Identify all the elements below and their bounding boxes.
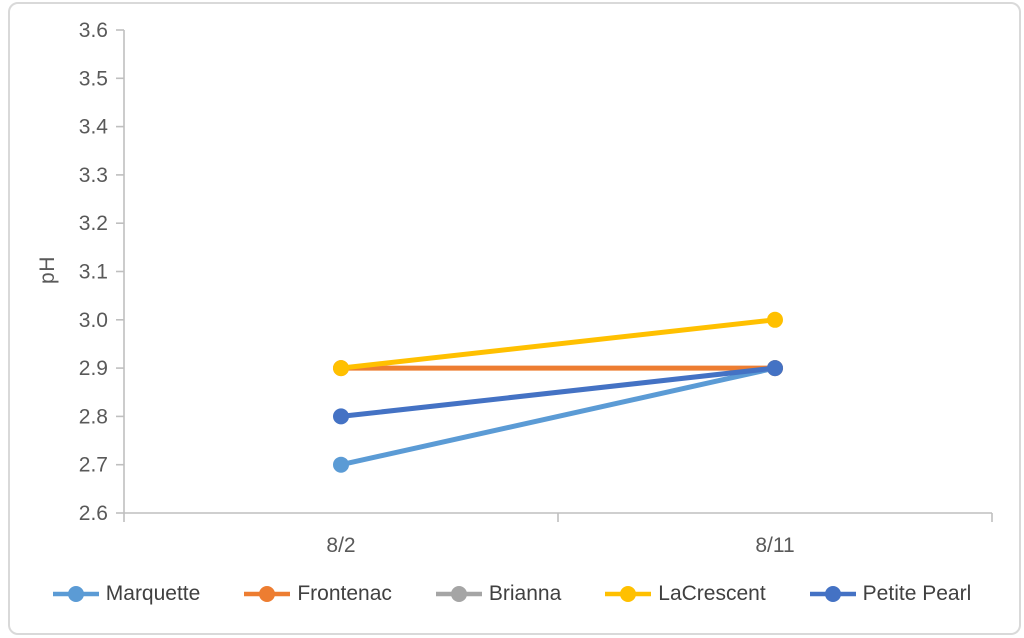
y-axis-tick-label: 3.5: [79, 67, 108, 90]
data-point-marquette-0: [333, 456, 349, 473]
legend-label-marquette: Marquette: [105, 582, 201, 605]
chart-legend: Marquette Frontenac Brianna LaCrescent Petit…: [0, 582, 1024, 606]
x-axis-label-8-11: 8/11: [755, 534, 794, 557]
data-point-petite-pearl-0: [333, 408, 349, 425]
legend-marker-brianna: [435, 586, 482, 602]
legend-item-frontenac: Frontenac: [244, 582, 392, 606]
y-axis-tick-label: 2.9: [79, 357, 108, 380]
legend-label-brianna: Brianna: [488, 582, 562, 605]
series-line-petite-pearl: [338, 365, 778, 419]
series-line-marquette: [338, 365, 778, 468]
data-point-lacrescent-1: [767, 311, 783, 328]
legend-item-lacrescent: LaCrescent: [605, 582, 766, 606]
y-axis-tick-label: 2.8: [79, 405, 108, 428]
y-axis-tick-label: 3.1: [79, 261, 108, 284]
legend-marker-marquette: [52, 586, 99, 602]
y-axis-tick-label: 2.7: [79, 454, 108, 477]
x-axis-label-8-2: 8/2: [326, 534, 355, 557]
y-axis-tick-label: 3.0: [79, 309, 108, 332]
y-axis-title: pH: [36, 256, 59, 284]
series-line-lacrescent: [338, 317, 778, 371]
y-axis-tick-label: 3.4: [79, 116, 109, 139]
legend-marker-lacrescent: [605, 586, 652, 602]
legend-item-petite-pearl: Petite Pearl: [809, 582, 972, 606]
legend-item-marquette: Marquette: [52, 582, 201, 606]
data-point-lacrescent-0: [333, 360, 349, 377]
legend-item-brianna: Brianna: [435, 582, 562, 606]
legend-label-lacrescent: LaCrescent: [658, 582, 766, 605]
legend-marker-petite-pearl: [809, 586, 856, 602]
y-axis-tick-label: 3.6: [79, 19, 108, 42]
y-axis-tick-label: 3.2: [79, 212, 108, 235]
legend-label-frontenac: Frontenac: [297, 582, 392, 605]
legend-label-petite-pearl: Petite Pearl: [862, 582, 972, 605]
chart-frame: [8, 2, 1021, 635]
y-axis-tick-label: 3.3: [79, 164, 108, 187]
data-point-petite-pearl-1: [767, 360, 783, 377]
legend-marker-frontenac: [244, 586, 291, 602]
y-axis-tick-label: 2.6: [79, 502, 108, 525]
